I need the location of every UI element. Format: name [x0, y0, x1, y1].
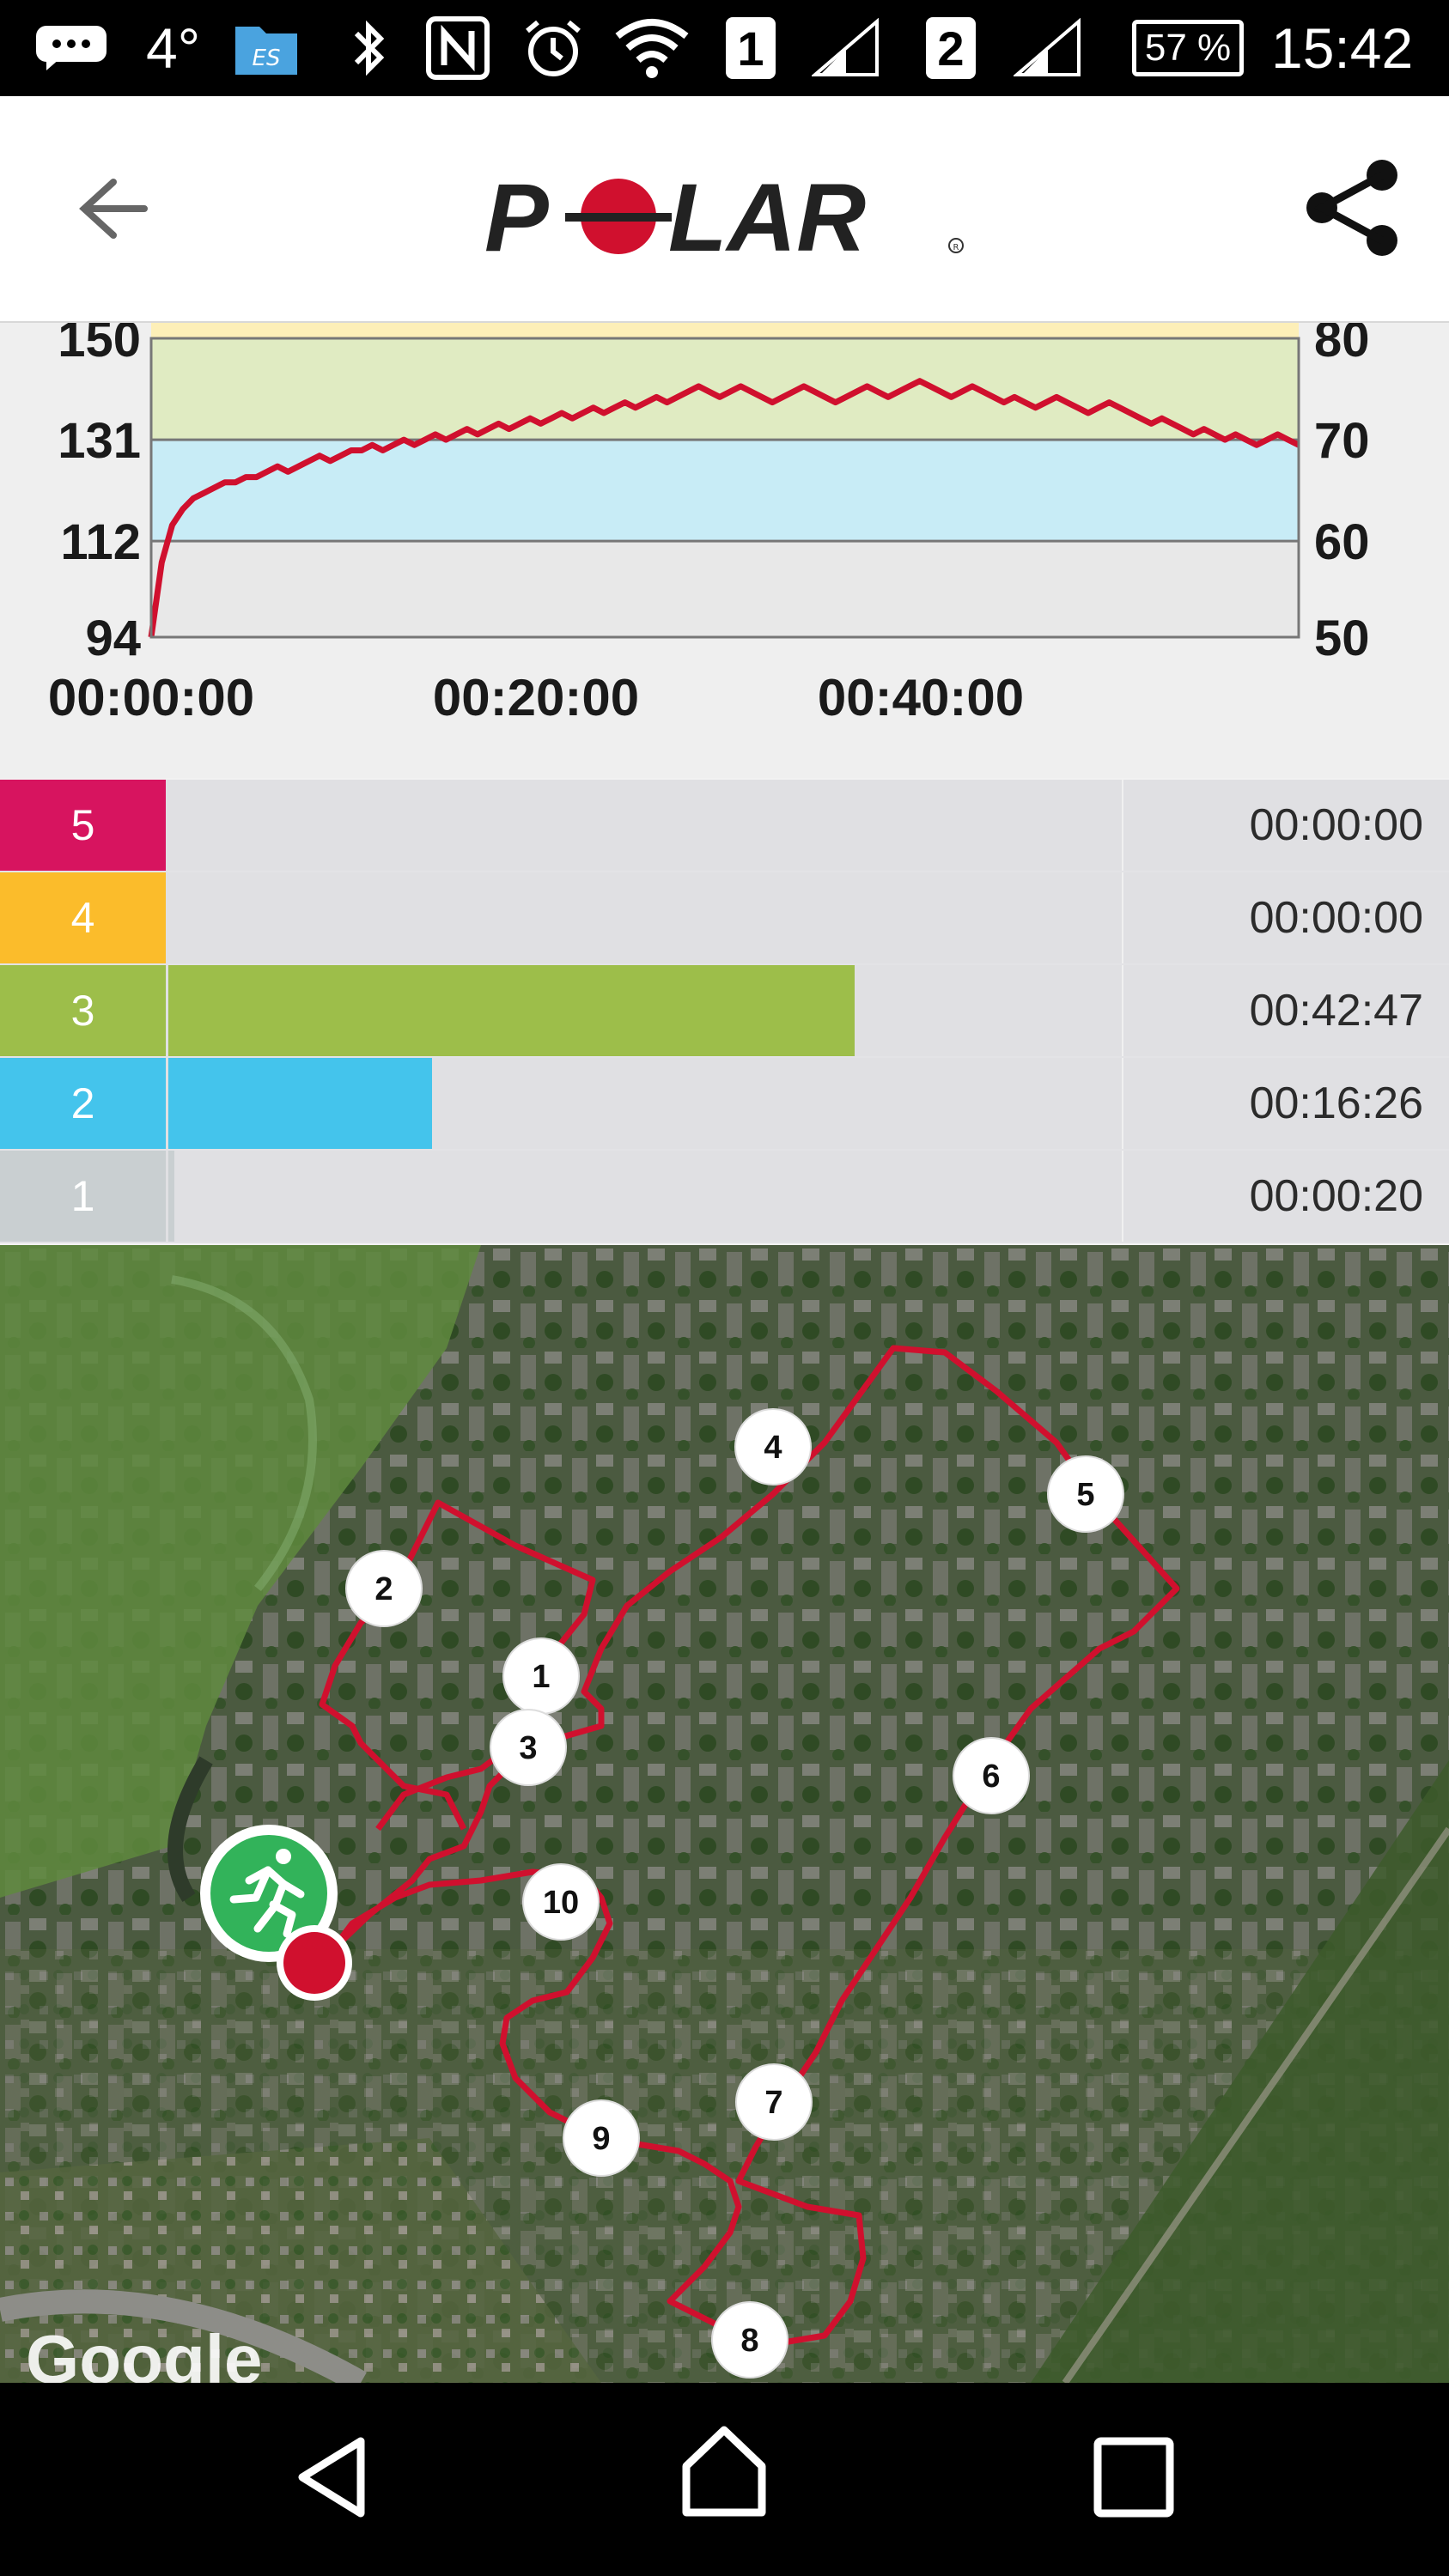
lap-label: 2	[374, 1571, 393, 1607]
zone-divider	[1122, 872, 1123, 963]
battery-text: 57 %	[1132, 20, 1244, 76]
lap-marker-5[interactable]: 5	[1047, 1455, 1124, 1533]
zone-label: 3	[0, 965, 166, 1056]
zone-divider	[1122, 1058, 1123, 1149]
y-left-tick: 112	[60, 514, 141, 570]
y-left-tick: 94	[85, 611, 141, 666]
x-tick: 00:00:00	[48, 669, 254, 726]
lap-label: 7	[764, 2085, 782, 2121]
y-right-tick: 60	[1314, 514, 1370, 570]
status-bar: 4° ES 1 2 57 % 15:42	[0, 0, 1449, 96]
lap-marker-9[interactable]: 9	[563, 2099, 640, 2177]
y-left-tick: 150	[58, 323, 141, 368]
zone-label: 4	[0, 872, 166, 963]
heart-rate-chart: 150 131 112 94 80 70 60 50 00:00:00 00:20:00 00:…	[0, 312, 1449, 778]
zone-row-2: 2 00:16:26	[0, 1058, 1449, 1149]
back-arrow-icon[interactable]	[69, 172, 155, 246]
lap-label: 6	[982, 1759, 1000, 1795]
sim2-badge: 2	[926, 0, 976, 96]
zone-divider	[1122, 1151, 1123, 1242]
hr-line	[148, 378, 1300, 638]
lap-label: 1	[532, 1659, 550, 1695]
lap-label: 5	[1076, 1477, 1094, 1513]
y-left-tick: 131	[58, 413, 141, 469]
hr-band-0	[151, 338, 1299, 440]
svg-text:ES: ES	[253, 46, 281, 71]
hr-zones-panel: 5 00:00:00 4 00:00:00 3 00:42:47 2 00:16:26 1 00:…	[0, 780, 1449, 1243]
zone-time: 00:00:00	[1249, 893, 1423, 943]
route-map[interactable]: 1 2 3 4 5 6 7 8 9 10 Google	[0, 1245, 1449, 2383]
hr-band-2	[151, 541, 1299, 637]
nav-back-icon[interactable]	[283, 2426, 387, 2529]
zone-divider	[1122, 965, 1123, 1056]
lap-marker-10[interactable]: 10	[522, 1863, 600, 1941]
sim1-badge: 1	[726, 0, 776, 96]
nav-home-icon[interactable]	[673, 2421, 776, 2524]
signal-icon	[812, 0, 880, 96]
temperature-text: 4°	[146, 16, 201, 80]
alarm-icon	[522, 0, 584, 96]
zone-time: 00:42:47	[1249, 986, 1423, 1036]
lap-marker-8[interactable]: 8	[711, 2301, 788, 2379]
y-right-tick: 50	[1314, 611, 1370, 666]
y-right-tick: 70	[1314, 413, 1370, 469]
google-attribution: Google	[26, 2321, 263, 2383]
lap-label: 8	[740, 2323, 758, 2359]
zone-row-5: 5 00:00:00	[0, 780, 1449, 871]
es-file-icon: ES	[232, 0, 301, 96]
svg-text:R: R	[953, 243, 959, 252]
share-icon[interactable]	[1301, 156, 1404, 259]
navigation-bar	[0, 2383, 1449, 2576]
app-bar: P LAR R	[0, 96, 1449, 323]
zone-label: 2	[0, 1058, 166, 1149]
x-tick: 00:40:00	[818, 669, 1024, 726]
start-marker[interactable]	[200, 1825, 352, 2001]
zone-time: 00:00:20	[1249, 1171, 1423, 1221]
lap-label: 9	[592, 2121, 610, 2157]
zone-bar	[168, 965, 855, 1056]
zone-label: 1	[0, 1151, 166, 1242]
zone-time: 00:16:26	[1249, 1078, 1423, 1128]
zone-time: 00:00:00	[1249, 800, 1423, 850]
nfc-icon	[425, 0, 490, 96]
polar-logo: P LAR R	[481, 164, 979, 271]
hr-band-top	[151, 323, 1299, 338]
zone-bar	[168, 1058, 433, 1149]
wifi-icon	[612, 0, 691, 96]
nav-recents-icon[interactable]	[1084, 2426, 1187, 2529]
message-icon	[34, 0, 108, 96]
battery-indicator: 57 %	[1132, 0, 1244, 96]
zone-row-1: 1 00:00:20	[0, 1151, 1449, 1242]
bluetooth-icon	[348, 0, 391, 96]
lap-marker-3[interactable]: 3	[490, 1709, 567, 1786]
lap-label: 10	[543, 1885, 579, 1921]
lap-marker-1[interactable]: 1	[502, 1637, 580, 1715]
brand-letter-p: P	[484, 165, 549, 259]
lap-label: 3	[519, 1730, 537, 1766]
y-right-tick: 80	[1314, 323, 1370, 368]
zone-label: 5	[0, 780, 166, 871]
lap-marker-2[interactable]: 2	[345, 1550, 423, 1627]
clock-text: 15:42	[1271, 16, 1414, 80]
signal-icon	[1014, 0, 1082, 96]
zone-divider	[1122, 780, 1123, 871]
zone-row-4: 4 00:00:00	[0, 872, 1449, 963]
lap-marker-4[interactable]: 4	[734, 1408, 812, 1485]
x-tick: 00:20:00	[433, 669, 639, 726]
zone-bar	[168, 1151, 174, 1242]
lap-marker-7[interactable]: 7	[735, 2063, 813, 2141]
lap-marker-6[interactable]: 6	[953, 1737, 1030, 1814]
zone-row-3: 3 00:42:47	[0, 965, 1449, 1056]
lap-label: 4	[764, 1430, 782, 1466]
svg-text:LAR: LAR	[668, 165, 866, 259]
running-man-icon	[229, 1849, 305, 1938]
